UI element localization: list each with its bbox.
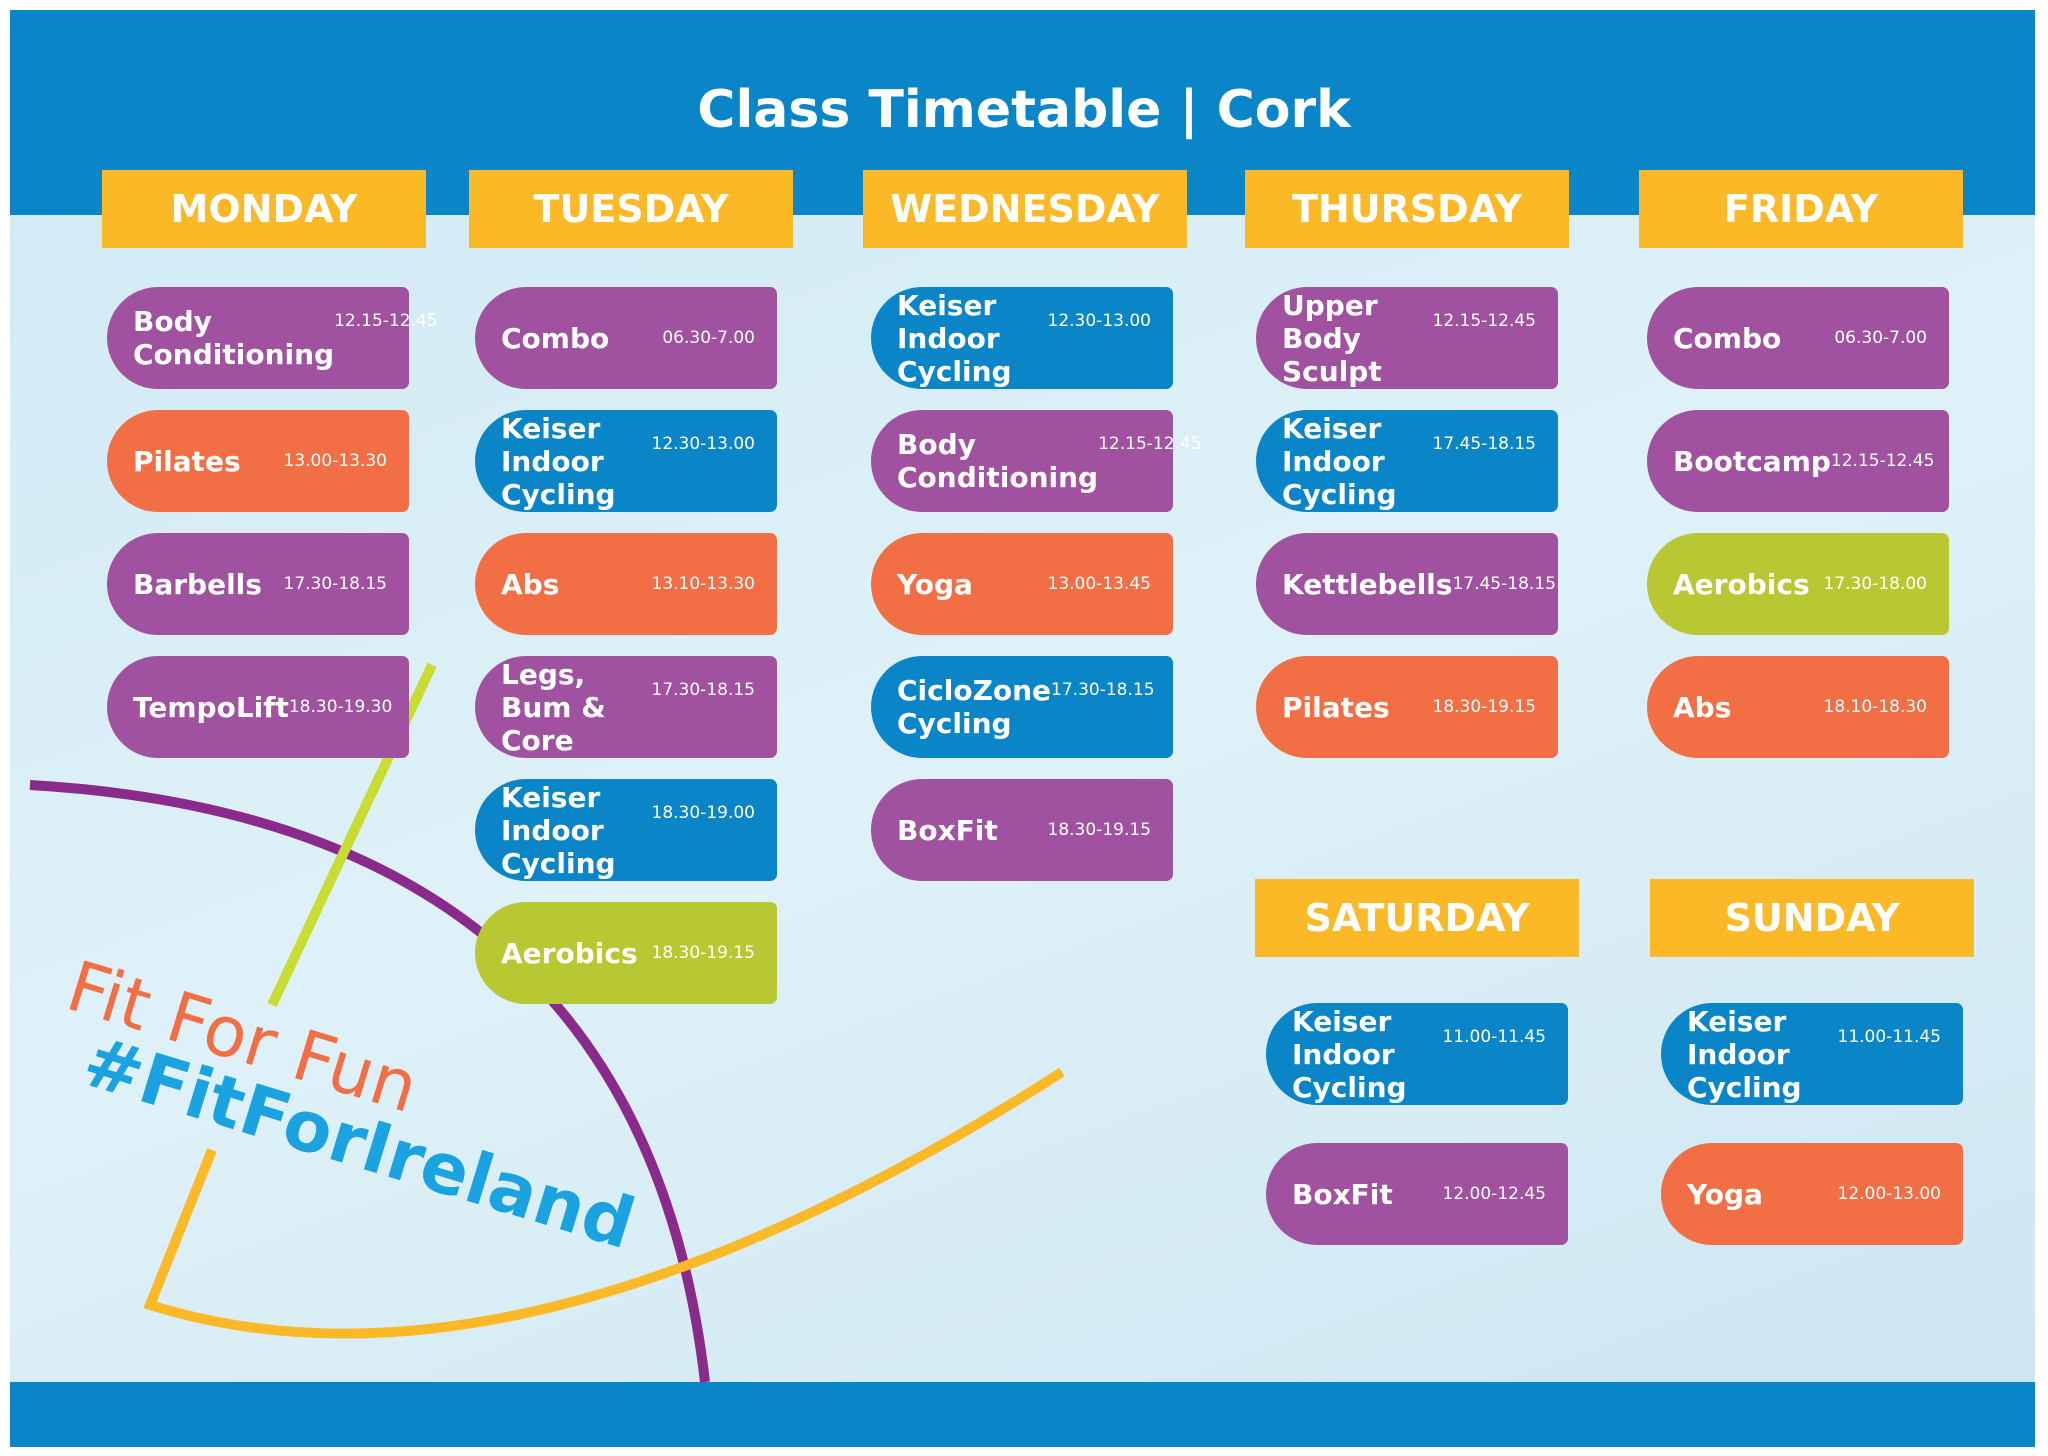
- class-name: Upper Body Sculpt: [1282, 288, 1382, 388]
- class-time: 12.15-12.45: [1432, 311, 1536, 331]
- class-name: Keiser Indoor Cycling: [1292, 1004, 1407, 1104]
- class-time: 12.00-13.00: [1837, 1184, 1941, 1204]
- class-pill: Keiser Indoor Cycling 12.30-13.00: [871, 287, 1173, 389]
- class-pill: Aerobics 17.30-18.00: [1647, 533, 1949, 635]
- class-time: 06.30-7.00: [1834, 328, 1927, 348]
- class-name: Aerobics: [1673, 567, 1810, 601]
- class-time: 18.30-19.00: [651, 803, 755, 823]
- title: Class Timetable | Cork: [697, 80, 1351, 140]
- class-time: 18.30-19.30: [288, 697, 393, 717]
- class-time: 12.15-12.45: [334, 311, 438, 331]
- class-pill: Legs, Bum & Core 17.30-18.15: [475, 656, 777, 758]
- class-pill: Keiser Indoor Cycling 17.45-18.15: [1256, 410, 1558, 512]
- class-pill: Keiser Indoor Cycling 11.00-11.45: [1661, 1003, 1963, 1105]
- class-name: BoxFit: [897, 813, 998, 847]
- class-pill: Abs 13.10-13.30: [475, 533, 777, 635]
- class-time: 12.30-13.00: [1047, 311, 1151, 331]
- class-name: Legs, Bum & Core: [501, 657, 606, 757]
- class-name: Body Conditioning: [897, 428, 1099, 494]
- class-name: Combo: [1673, 321, 1782, 355]
- class-name: CicloZone Cycling: [897, 674, 1052, 740]
- class-time: 12.15-12.45: [1098, 434, 1202, 454]
- class-pill: Combo 06.30-7.00: [475, 287, 777, 389]
- class-pill: CicloZone Cycling 17.30-18.15: [871, 656, 1173, 758]
- class-pill: BoxFit 12.00-12.45: [1266, 1143, 1568, 1245]
- class-time: 12.15-12.45: [1830, 451, 1935, 471]
- class-pill: Pilates 18.30-19.15: [1256, 656, 1558, 758]
- class-name: Bootcamp: [1673, 444, 1831, 478]
- day-header: THURSDAY: [1245, 170, 1569, 248]
- class-time: 18.30-19.15: [1432, 697, 1536, 717]
- class-time: 17.30-18.15: [651, 680, 755, 700]
- class-pill: Bootcamp 12.15-12.45: [1647, 410, 1949, 512]
- class-pill: Abs 18.10-18.30: [1647, 656, 1949, 758]
- class-name: Yoga: [897, 567, 973, 601]
- class-time: 18.30-19.15: [651, 943, 755, 963]
- class-pill: Barbells 17.30-18.15: [107, 533, 409, 635]
- class-time: 12.30-13.00: [651, 434, 755, 454]
- class-name: Keiser Indoor Cycling: [1687, 1004, 1802, 1104]
- class-pill: Yoga 13.00-13.45: [871, 533, 1173, 635]
- class-name: Abs: [1673, 690, 1732, 724]
- class-time: 12.00-12.45: [1442, 1184, 1546, 1204]
- day-header: SATURDAY: [1255, 879, 1579, 957]
- day-header: WEDNESDAY: [863, 170, 1187, 248]
- class-pill: Keiser Indoor Cycling 12.30-13.00: [475, 410, 777, 512]
- class-pill: Kettlebells 17.45-18.15: [1256, 533, 1558, 635]
- class-pill: Combo 06.30-7.00: [1647, 287, 1949, 389]
- class-name: Abs: [501, 567, 560, 601]
- class-name: Barbells: [133, 567, 262, 601]
- class-time: 17.45-18.15: [1452, 574, 1556, 594]
- class-time: 17.45-18.15: [1432, 434, 1536, 454]
- day-header: MONDAY: [102, 170, 426, 248]
- class-time: 13.00-13.30: [283, 451, 387, 471]
- class-time: 11.00-11.45: [1837, 1027, 1941, 1047]
- class-name: Pilates: [133, 444, 241, 478]
- class-time: 17.30-18.15: [283, 574, 387, 594]
- class-name: Combo: [501, 321, 610, 355]
- class-pill: Aerobics 18.30-19.15: [475, 902, 777, 1004]
- class-pill: Yoga 12.00-13.00: [1661, 1143, 1963, 1245]
- class-pill: Upper Body Sculpt 12.15-12.45: [1256, 287, 1558, 389]
- class-name: Keiser Indoor Cycling: [897, 288, 1012, 388]
- class-pill: BoxFit 18.30-19.15: [871, 779, 1173, 881]
- class-time: 13.00-13.45: [1047, 574, 1151, 594]
- class-time: 06.30-7.00: [662, 328, 755, 348]
- class-time: 17.30-18.00: [1823, 574, 1927, 594]
- class-name: TempoLift: [133, 690, 289, 724]
- footer-band: [10, 1382, 2035, 1447]
- class-time: 18.10-18.30: [1823, 697, 1927, 717]
- class-time: 17.30-18.15: [1051, 680, 1155, 700]
- day-header: FRIDAY: [1639, 170, 1963, 248]
- class-pill: Keiser Indoor Cycling 11.00-11.45: [1266, 1003, 1568, 1105]
- day-header: TUESDAY: [469, 170, 793, 248]
- class-pill: Pilates 13.00-13.30: [107, 410, 409, 512]
- class-name: Yoga: [1687, 1177, 1763, 1211]
- class-pill: Body Conditioning 12.15-12.45: [871, 410, 1202, 512]
- class-time: 18.30-19.15: [1047, 820, 1151, 840]
- class-name: Kettlebells: [1282, 567, 1453, 601]
- class-name: Keiser Indoor Cycling: [501, 411, 616, 511]
- day-header: SUNDAY: [1650, 879, 1974, 957]
- class-name: Keiser Indoor Cycling: [501, 780, 616, 880]
- class-name: Pilates: [1282, 690, 1390, 724]
- class-pill: Body Conditioning 12.15-12.45: [107, 287, 438, 389]
- class-time: 13.10-13.30: [651, 574, 755, 594]
- class-name: Keiser Indoor Cycling: [1282, 411, 1397, 511]
- class-time: 11.00-11.45: [1442, 1027, 1546, 1047]
- class-name: Body Conditioning: [133, 305, 335, 371]
- class-pill: Keiser Indoor Cycling 18.30-19.00: [475, 779, 777, 881]
- class-name: Aerobics: [501, 936, 638, 970]
- class-name: BoxFit: [1292, 1177, 1393, 1211]
- class-pill: TempoLift 18.30-19.30: [107, 656, 409, 758]
